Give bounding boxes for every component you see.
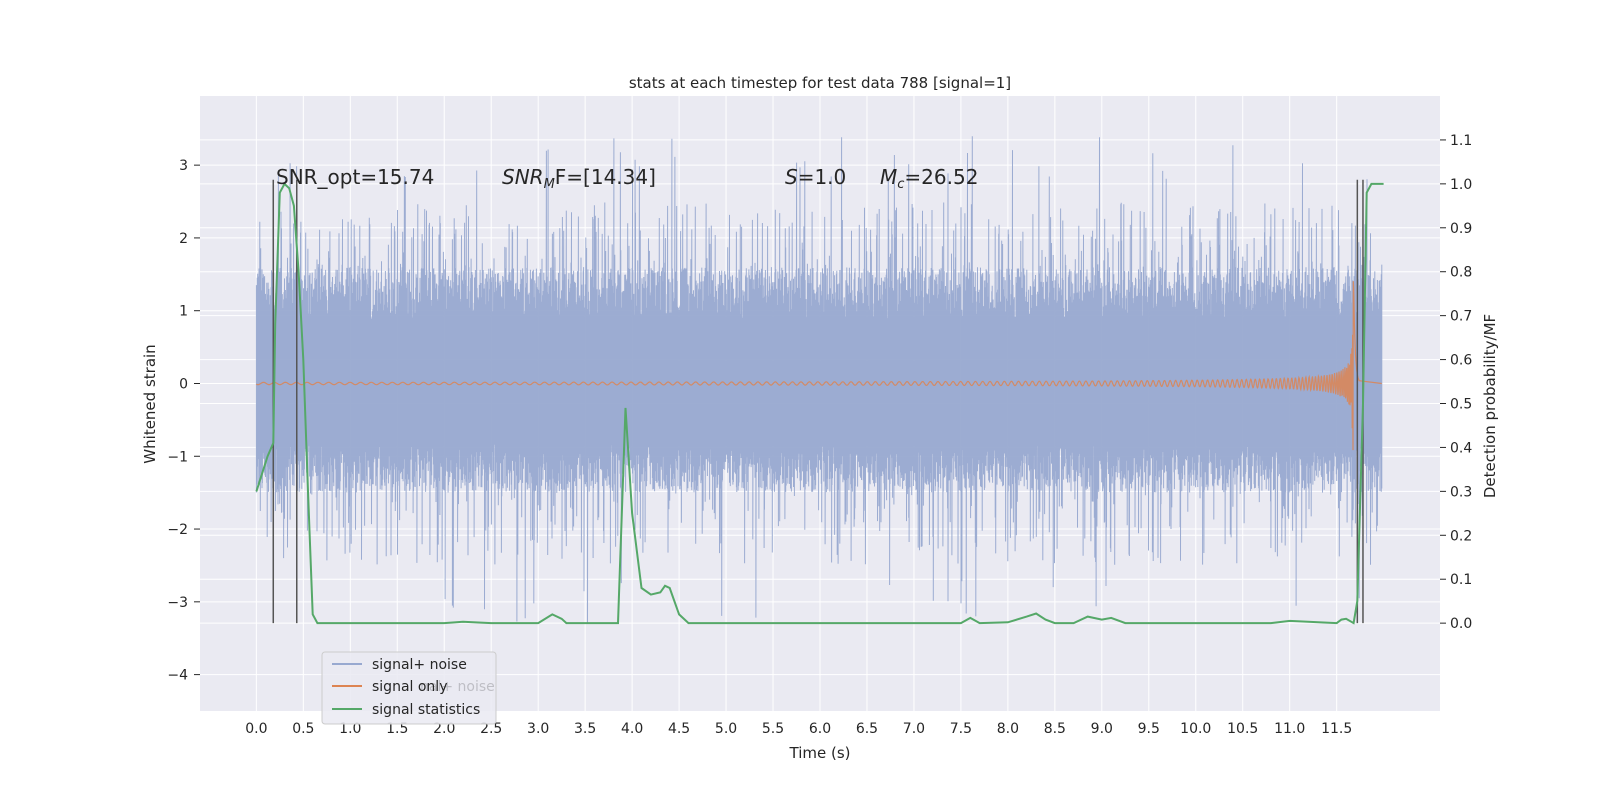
x-tick-label: 6.0 [809,721,831,737]
y-tick-label: −3 [167,595,188,611]
annotation-snr-mf-rest: F=[14.34] [555,165,656,189]
annotation-s-val: =1.0 [798,165,847,189]
legend-label-noise: signal+ noise [372,657,467,673]
annotation-snr-opt: SNR_opt=15.74 [276,165,434,189]
x-tick-label: 4.0 [621,721,643,737]
y-right-tick-label: 0.4 [1450,440,1472,456]
y-axis-label: Whitened strain [141,344,159,463]
legend-ghost-label: nal+ noise [420,679,495,695]
signal-only-trace [256,281,1382,451]
x-tick-label: 10.5 [1227,721,1258,737]
x-tick-label: 9.5 [1138,721,1160,737]
x-axis-ticks: 0.0 0.5 1.0 1.5 2.0 2.5 3.0 3.5 4.0 4.5 5.0 5.5 6.0 6… [245,721,1352,737]
y-tick-label: 0 [179,376,188,392]
x-tick-label: 7.5 [950,721,972,737]
noise-trace [255,136,1383,623]
x-axis-label: Time (s) [789,744,851,762]
x-tick-label: 1.0 [339,721,361,737]
signal-statistics-line [255,182,1384,625]
y-axis-ticks: 3 2 1 0 −1 −2 −3 −4 [167,158,200,684]
annotation-s-sym: S [785,165,798,189]
y-right-tick-label: 0.8 [1450,265,1472,281]
x-tick-label: 0.5 [292,721,314,737]
x-tick-label: 11.0 [1274,721,1305,737]
y-right-tick-label: 0.9 [1450,221,1472,237]
annotation-mc-sub: c [897,177,904,192]
x-tick-label: 10.0 [1180,721,1211,737]
annotation-s: S=1.0 [785,165,846,189]
legend: signal+ noise signal only nal+ noise sig… [321,651,497,725]
annotation-snr-mf-main: SNR [502,165,544,189]
y-tick-label: −4 [167,668,188,684]
x-tick-label: 2.0 [433,721,455,737]
y-tick-label: 2 [179,231,188,247]
x-tick-label: 4.5 [668,721,690,737]
x-tick-label: 3.5 [574,721,596,737]
y-axis-right-ticks: 0.0 0.1 0.2 0.3 0.4 0.5 0.6 0.7 0.8 0.9 1.0 1.1 [1440,133,1472,632]
x-tick-label: 5.5 [762,721,784,737]
y-tick-label: 1 [179,304,188,320]
y-right-tick-label: 0.5 [1450,397,1472,413]
x-tick-label: 3.0 [527,721,549,737]
y-right-tick-label: 1.1 [1450,133,1472,149]
chart-title: stats at each timestep for test data 788… [629,74,1011,92]
legend-box [321,651,497,725]
y-tick-label: 3 [179,158,188,174]
legend-label-signal: signal only [372,679,447,695]
y-right-tick-label: 0.0 [1450,616,1472,632]
annotation-snr-mf-sub: M [544,177,555,192]
annotation-mc-val: =26.52 [904,165,978,189]
x-tick-label: 11.5 [1321,721,1352,737]
y-right-tick-label: 0.3 [1450,484,1472,500]
y-right-tick-label: 0.7 [1450,309,1472,325]
x-tick-label: 1.5 [386,721,408,737]
annotation-mc: Mc=26.52 [880,165,978,192]
x-tick-label: 5.0 [715,721,737,737]
y-tick-label: −2 [167,522,188,538]
x-tick-label: 7.0 [903,721,925,737]
x-tick-label: 0.0 [245,721,267,737]
y-right-tick-label: 0.2 [1450,528,1472,544]
annotation-mc-sym: M [880,165,897,189]
y-right-tick-label: 0.6 [1450,353,1472,369]
y-right-tick-label: 0.1 [1450,572,1472,588]
x-tick-label: 6.5 [856,721,878,737]
x-tick-label: 8.5 [1044,721,1066,737]
x-tick-label: 8.0 [997,721,1019,737]
legend-label-stats: signal statistics [372,702,480,718]
signal-noise-series [255,136,1383,623]
annotation-snr-mf: SNRMF=[14.34] [502,165,656,192]
x-tick-label: 2.5 [480,721,502,737]
y-right-tick-label: 1.0 [1450,177,1472,193]
signal-only-series [256,281,1382,451]
x-tick-label: 9.0 [1091,721,1113,737]
signal-statistics-series [255,182,1384,625]
y-tick-label: −1 [167,449,188,465]
y-axis-right-label: Detection probability/MF [1481,314,1499,498]
